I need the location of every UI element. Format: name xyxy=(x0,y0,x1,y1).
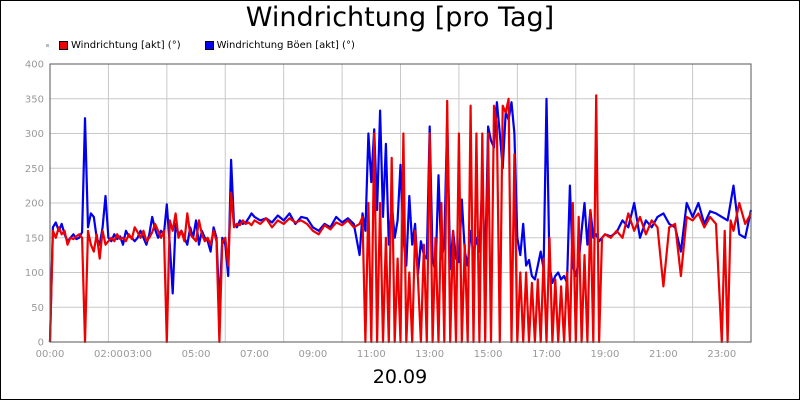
y-tick-label-6: 300 xyxy=(25,129,44,140)
series-line-1 xyxy=(48,94,752,344)
x-tick-label-11: 21:00 xyxy=(649,349,678,360)
chart-title: Windrichtung [pro Tag] xyxy=(245,2,555,33)
legend-label-boeen: Windrichtung Böen [akt] (°) xyxy=(216,39,355,51)
y-tick-label-0: 0 xyxy=(38,338,44,349)
x-tick-label-6: 11:00 xyxy=(357,349,386,360)
plot-border xyxy=(49,63,752,343)
y-tick-label-3: 150 xyxy=(25,233,44,244)
y-tick-label-4: 200 xyxy=(25,199,44,210)
x-tick-label-9: 17:00 xyxy=(532,349,561,360)
x-tick-label-12: 23:00 xyxy=(707,349,736,360)
x-tick-label-2: 03:00 xyxy=(123,349,152,360)
y-tick-label-1: 50 xyxy=(31,303,44,314)
legend-label-windrichtung: Windrichtung [akt] (°) xyxy=(71,39,181,51)
legend-item-windrichtung: Windrichtung [akt] (°) xyxy=(59,40,181,51)
y-tick-label-2: 100 xyxy=(25,268,44,279)
legend-swatch-red xyxy=(59,40,68,50)
y-tick-label-5: 250 xyxy=(25,164,44,175)
date-label: 20.09 xyxy=(372,366,428,388)
legend-swatch-blue xyxy=(204,40,214,50)
y-tick-label-8: 400 xyxy=(25,60,44,71)
x-tick-label-8: 15:00 xyxy=(474,349,503,360)
x-tick-label-7: 13:00 xyxy=(415,349,444,360)
x-tick-label-3: 05:00 xyxy=(182,349,211,360)
chart-legend: Windrichtung [akt] (°) Windrichtung Böen… xyxy=(46,38,379,52)
x-tick-label-4: 07:00 xyxy=(240,349,269,360)
y-tick-label-7: 350 xyxy=(25,94,44,105)
legend-item-boeen: Windrichtung Böen [akt] (°) xyxy=(204,39,355,51)
x-tick-label-0: 00:00 xyxy=(36,349,65,360)
x-tick-label-1: 02:00 xyxy=(94,349,123,360)
x-tick-label-10: 19:00 xyxy=(591,349,620,360)
legend-marker-icon xyxy=(46,43,49,47)
x-tick-label-5: 09:00 xyxy=(298,349,327,360)
